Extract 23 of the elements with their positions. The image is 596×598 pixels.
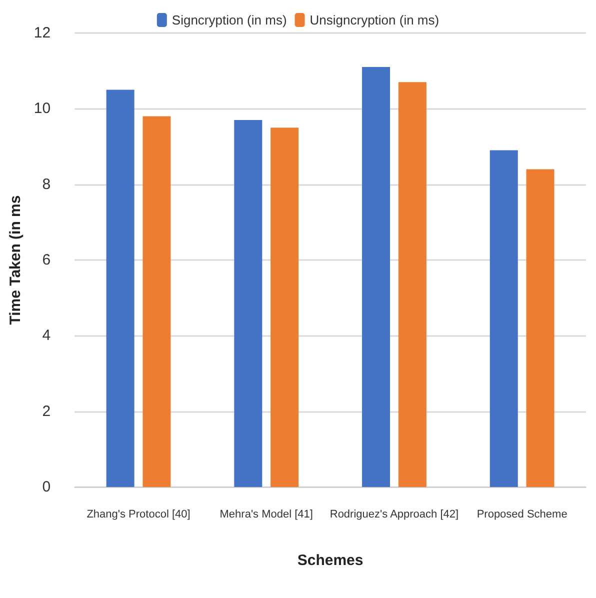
x-tick-label: Mehra's Model [41] (220, 508, 313, 520)
y-tick-label: 10 (34, 100, 51, 118)
x-tick-label: Proposed Scheme (476, 508, 568, 520)
x-axis-title: Schemes (297, 552, 364, 569)
bar (270, 128, 299, 487)
bar (142, 116, 171, 487)
x-tick-label: Zhang's Protocol [40] (86, 508, 190, 520)
y-tick-label: 8 (42, 176, 51, 193)
bar (490, 150, 518, 487)
y-tick-label: 4 (42, 327, 51, 344)
bar (362, 67, 390, 487)
bar (234, 120, 262, 487)
legend-label: Signcryption (in ms) (172, 12, 287, 28)
y-tick-label: 12 (34, 24, 51, 42)
bar (398, 82, 426, 487)
bar (526, 169, 554, 487)
y-tick-label: 2 (42, 402, 51, 420)
bar (106, 90, 134, 487)
y-tick-label: 6 (42, 252, 51, 268)
x-tick-label: Rodriguez's Approach [42] (330, 508, 459, 520)
y-axis-title: Time Taken (in ms (7, 195, 24, 325)
legend-label: Unsigncryption (in ms) (310, 12, 440, 28)
y-tick-label: 0 (42, 478, 51, 496)
